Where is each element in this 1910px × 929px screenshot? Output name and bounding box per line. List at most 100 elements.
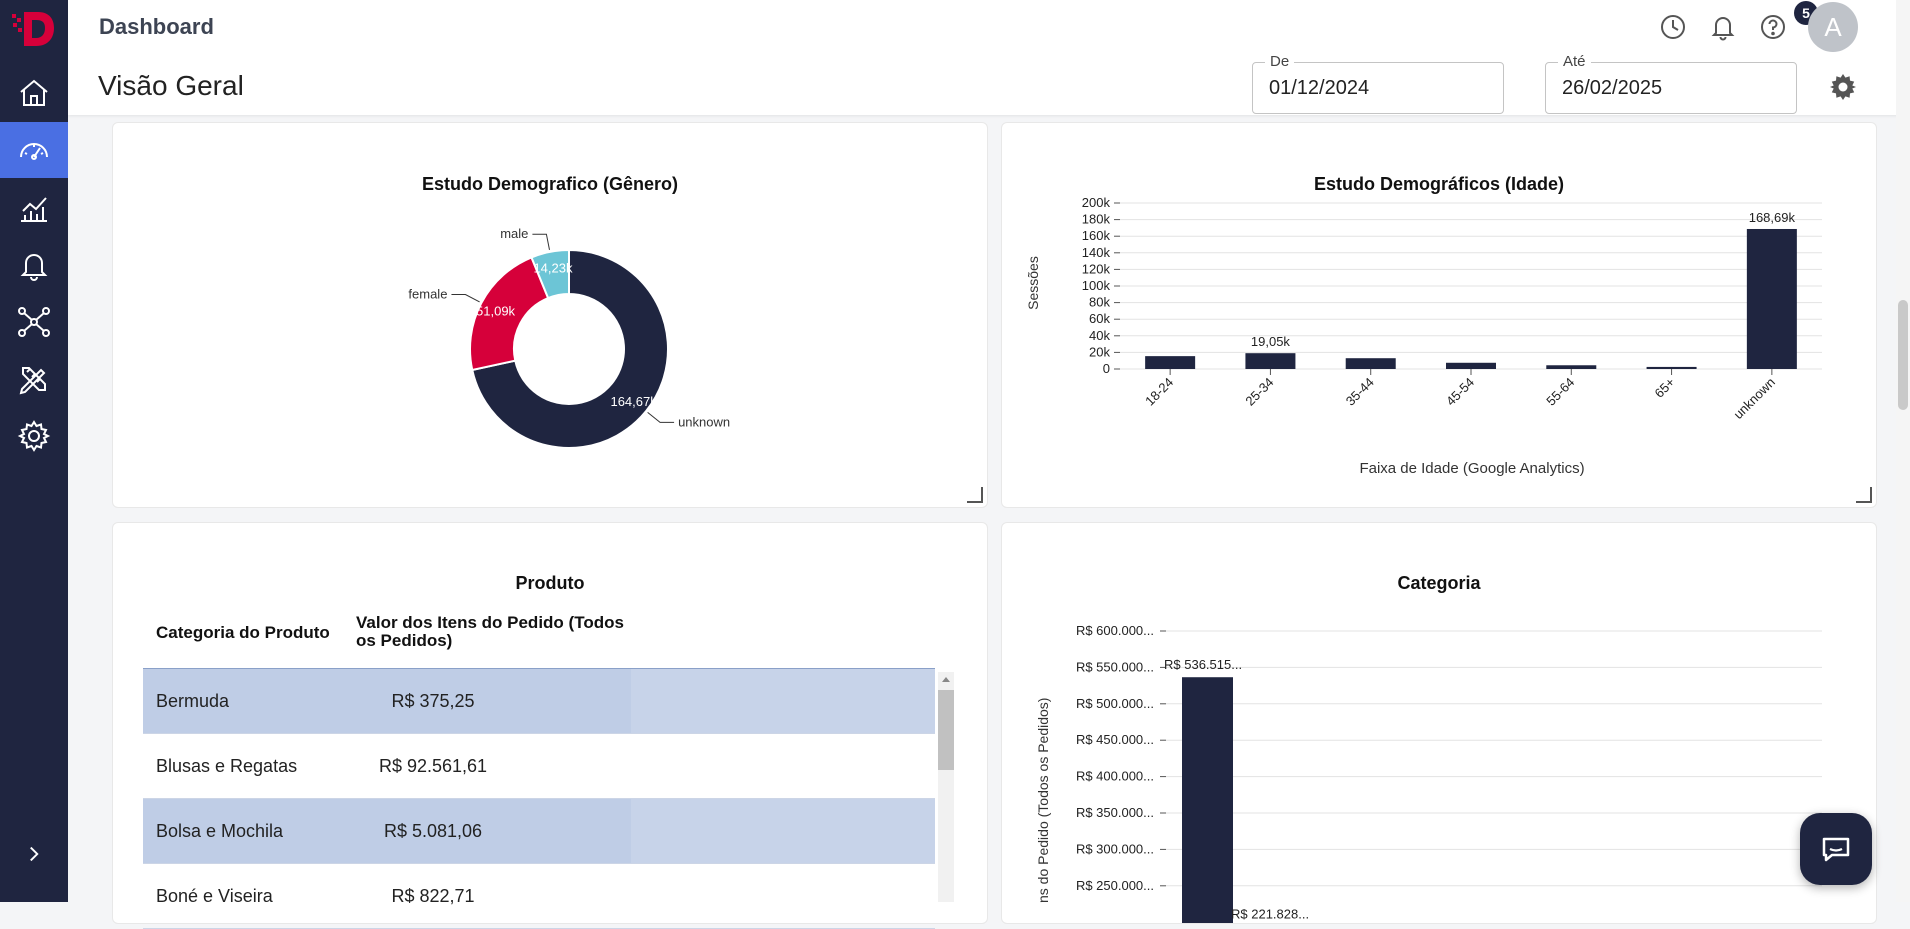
resize-handle[interactable] — [967, 487, 983, 503]
bar-unknown — [1746, 228, 1797, 369]
age-chart-card: Estudo Demográficos (Idade) 200k 180k 160k… — [1001, 122, 1877, 508]
y-tick-label: 100k — [1082, 278, 1111, 293]
age-chart-title: Estudo Demográficos (Idade) — [1313, 174, 1565, 194]
table-cell-category: Blusas e Regatas — [156, 756, 298, 776]
table-header-divider — [143, 668, 935, 669]
history-clock-icon[interactable] — [1658, 12, 1688, 42]
sidebar-item-integrations[interactable] — [0, 294, 68, 350]
sidebar — [0, 0, 68, 902]
x-tick-label: 45-54 — [1443, 375, 1477, 409]
table-row[interactable]: Bermuda R$ 375,25 — [143, 669, 935, 734]
pie-data-label: 14,23k — [533, 261, 573, 276]
y-tick-label: R$ 250.000... — [1076, 878, 1154, 893]
y-tick-label: 180k — [1082, 212, 1111, 227]
home-icon — [20, 79, 48, 106]
date-from-field[interactable]: De 01/12/2024 — [1252, 53, 1504, 114]
table-cell-value: R$ 375,25 — [391, 691, 475, 711]
bar-data-label: R$ 536.515... — [1164, 657, 1242, 672]
date-to-label: Até — [1558, 53, 1591, 70]
y-tick-label: 40k — [1089, 328, 1110, 343]
pie-data-label: 164,67k — [610, 394, 657, 409]
page-scrollbar[interactable] — [1896, 0, 1910, 902]
page-title: Visão Geral — [98, 70, 244, 101]
gender-donut-chart: 164,67k unknown 51,09k female 14,23k male — [408, 226, 730, 449]
date-to-field[interactable]: Até 26/02/2025 — [1545, 53, 1797, 114]
avatar[interactable]: A — [1808, 2, 1858, 52]
chevron-right-icon — [30, 846, 39, 862]
y-tick-label: R$ 400.000... — [1076, 769, 1154, 784]
y-tick-label: R$ 300.000... — [1076, 841, 1154, 856]
bar-45-54 — [1446, 362, 1496, 369]
table-cell-category: Bermuda — [156, 691, 230, 711]
date-to-value[interactable]: 26/02/2025 — [1562, 77, 1663, 99]
table-cell-category: Bolsa e Mochila — [156, 821, 284, 841]
pie-leader-line — [451, 294, 480, 303]
help-icon[interactable] — [1758, 12, 1788, 42]
x-tick-label: 35-44 — [1343, 375, 1377, 409]
gender-chart-card: Estudo Demografico (Gênero) 164,67k unkno… — [112, 122, 988, 508]
dashboard-settings-gear-icon[interactable] — [1828, 72, 1858, 102]
age-x-axis-label: Faixa de Idade (Google Analytics) — [1359, 460, 1584, 477]
category-bar-chart: R$ 600.000... R$ 550.000... R$ 500.000... R… — [1035, 623, 1822, 923]
sidebar-item-dashboard[interactable] — [0, 122, 68, 178]
y-tick-label: R$ 350.000... — [1076, 805, 1154, 820]
bar-data-label: 19,05k — [1251, 334, 1291, 349]
y-tick-label: 200k — [1082, 195, 1111, 210]
bar-data-label: 168,69k — [1749, 210, 1796, 225]
page-scrollbar-thumb[interactable] — [1898, 300, 1908, 410]
pie-leader-line — [647, 412, 675, 423]
pie-category-label: unknown — [678, 414, 730, 429]
table-cell-value: R$ 822,71 — [391, 886, 475, 906]
y-tick-label: 140k — [1082, 245, 1111, 260]
x-tick-label: 18-24 — [1142, 375, 1176, 409]
dashboard-gauge-icon — [20, 143, 48, 160]
design-tools-icon — [19, 367, 46, 395]
scroll-up-arrow-icon[interactable] — [940, 674, 952, 684]
y-tick-label: 20k — [1089, 344, 1110, 359]
y-tick-label: 80k — [1089, 295, 1110, 310]
pie-slice-male — [530, 248, 570, 300]
sidebar-item-settings[interactable] — [0, 408, 68, 464]
date-from-label: De — [1265, 53, 1295, 70]
y-tick-label: 60k — [1089, 311, 1110, 326]
table-cell-value: R$ 92.561,61 — [378, 756, 488, 776]
x-tick-label: 25-34 — [1242, 375, 1276, 409]
notification-bell-icon[interactable] — [1708, 12, 1738, 42]
pie-leader-line — [532, 233, 550, 250]
network-icon — [18, 307, 50, 337]
column-header-category[interactable]: Categoria do Produto — [156, 623, 330, 642]
sidebar-item-home[interactable] — [0, 65, 68, 121]
sidebar-item-alerts[interactable] — [0, 237, 68, 293]
sidebar-expand-button[interactable] — [0, 826, 68, 882]
y-tick-label: 0 — [1103, 361, 1110, 376]
x-tick-label: 55-64 — [1543, 375, 1577, 409]
bar-25-34 — [1245, 353, 1296, 369]
bell-icon — [20, 254, 48, 281]
gender-chart-title: Estudo Demografico (Gênero) — [421, 174, 679, 194]
chat-support-button[interactable] — [1800, 813, 1872, 885]
product-table-title: Produto — [515, 573, 585, 593]
table-cell-value: R$ 5.081,06 — [383, 821, 483, 841]
bar-data-label: R$ 221.828... — [1231, 906, 1309, 921]
resize-handle[interactable] — [1856, 487, 1872, 503]
breadcrumb[interactable]: Dashboard — [99, 14, 214, 39]
table-scrollbar-thumb[interactable] — [938, 690, 954, 770]
table-row[interactable]: Blusas e Regatas R$ 92.561,61 — [143, 734, 935, 799]
brand-logo[interactable] — [10, 8, 54, 48]
column-header-value[interactable]: Valor dos Itens do Pedido (Todos os Pedi… — [356, 613, 624, 650]
table-row[interactable]: Bolsa e Mochila R$ 5.081,06 — [143, 799, 935, 864]
y-tick-label: 160k — [1082, 228, 1111, 243]
category-chart-card: Categoria R$ 600.000... R$ 550.000... R$ 5… — [1001, 522, 1877, 924]
date-from-value[interactable]: 01/12/2024 — [1269, 77, 1370, 99]
sidebar-item-analytics[interactable] — [0, 180, 68, 236]
bar-35-44 — [1345, 358, 1396, 369]
bar-65+ — [1646, 366, 1697, 369]
bar-18-24 — [1145, 356, 1196, 369]
y-tick-label: R$ 600.000... — [1076, 623, 1154, 638]
pie-slice-unknown — [471, 248, 669, 449]
x-tick-label: 65+ — [1651, 375, 1677, 401]
sidebar-item-tools[interactable] — [0, 351, 68, 407]
table-row[interactable]: Boné e Viseira R$ 822,71 — [143, 864, 935, 929]
bar-55-64 — [1546, 365, 1597, 369]
